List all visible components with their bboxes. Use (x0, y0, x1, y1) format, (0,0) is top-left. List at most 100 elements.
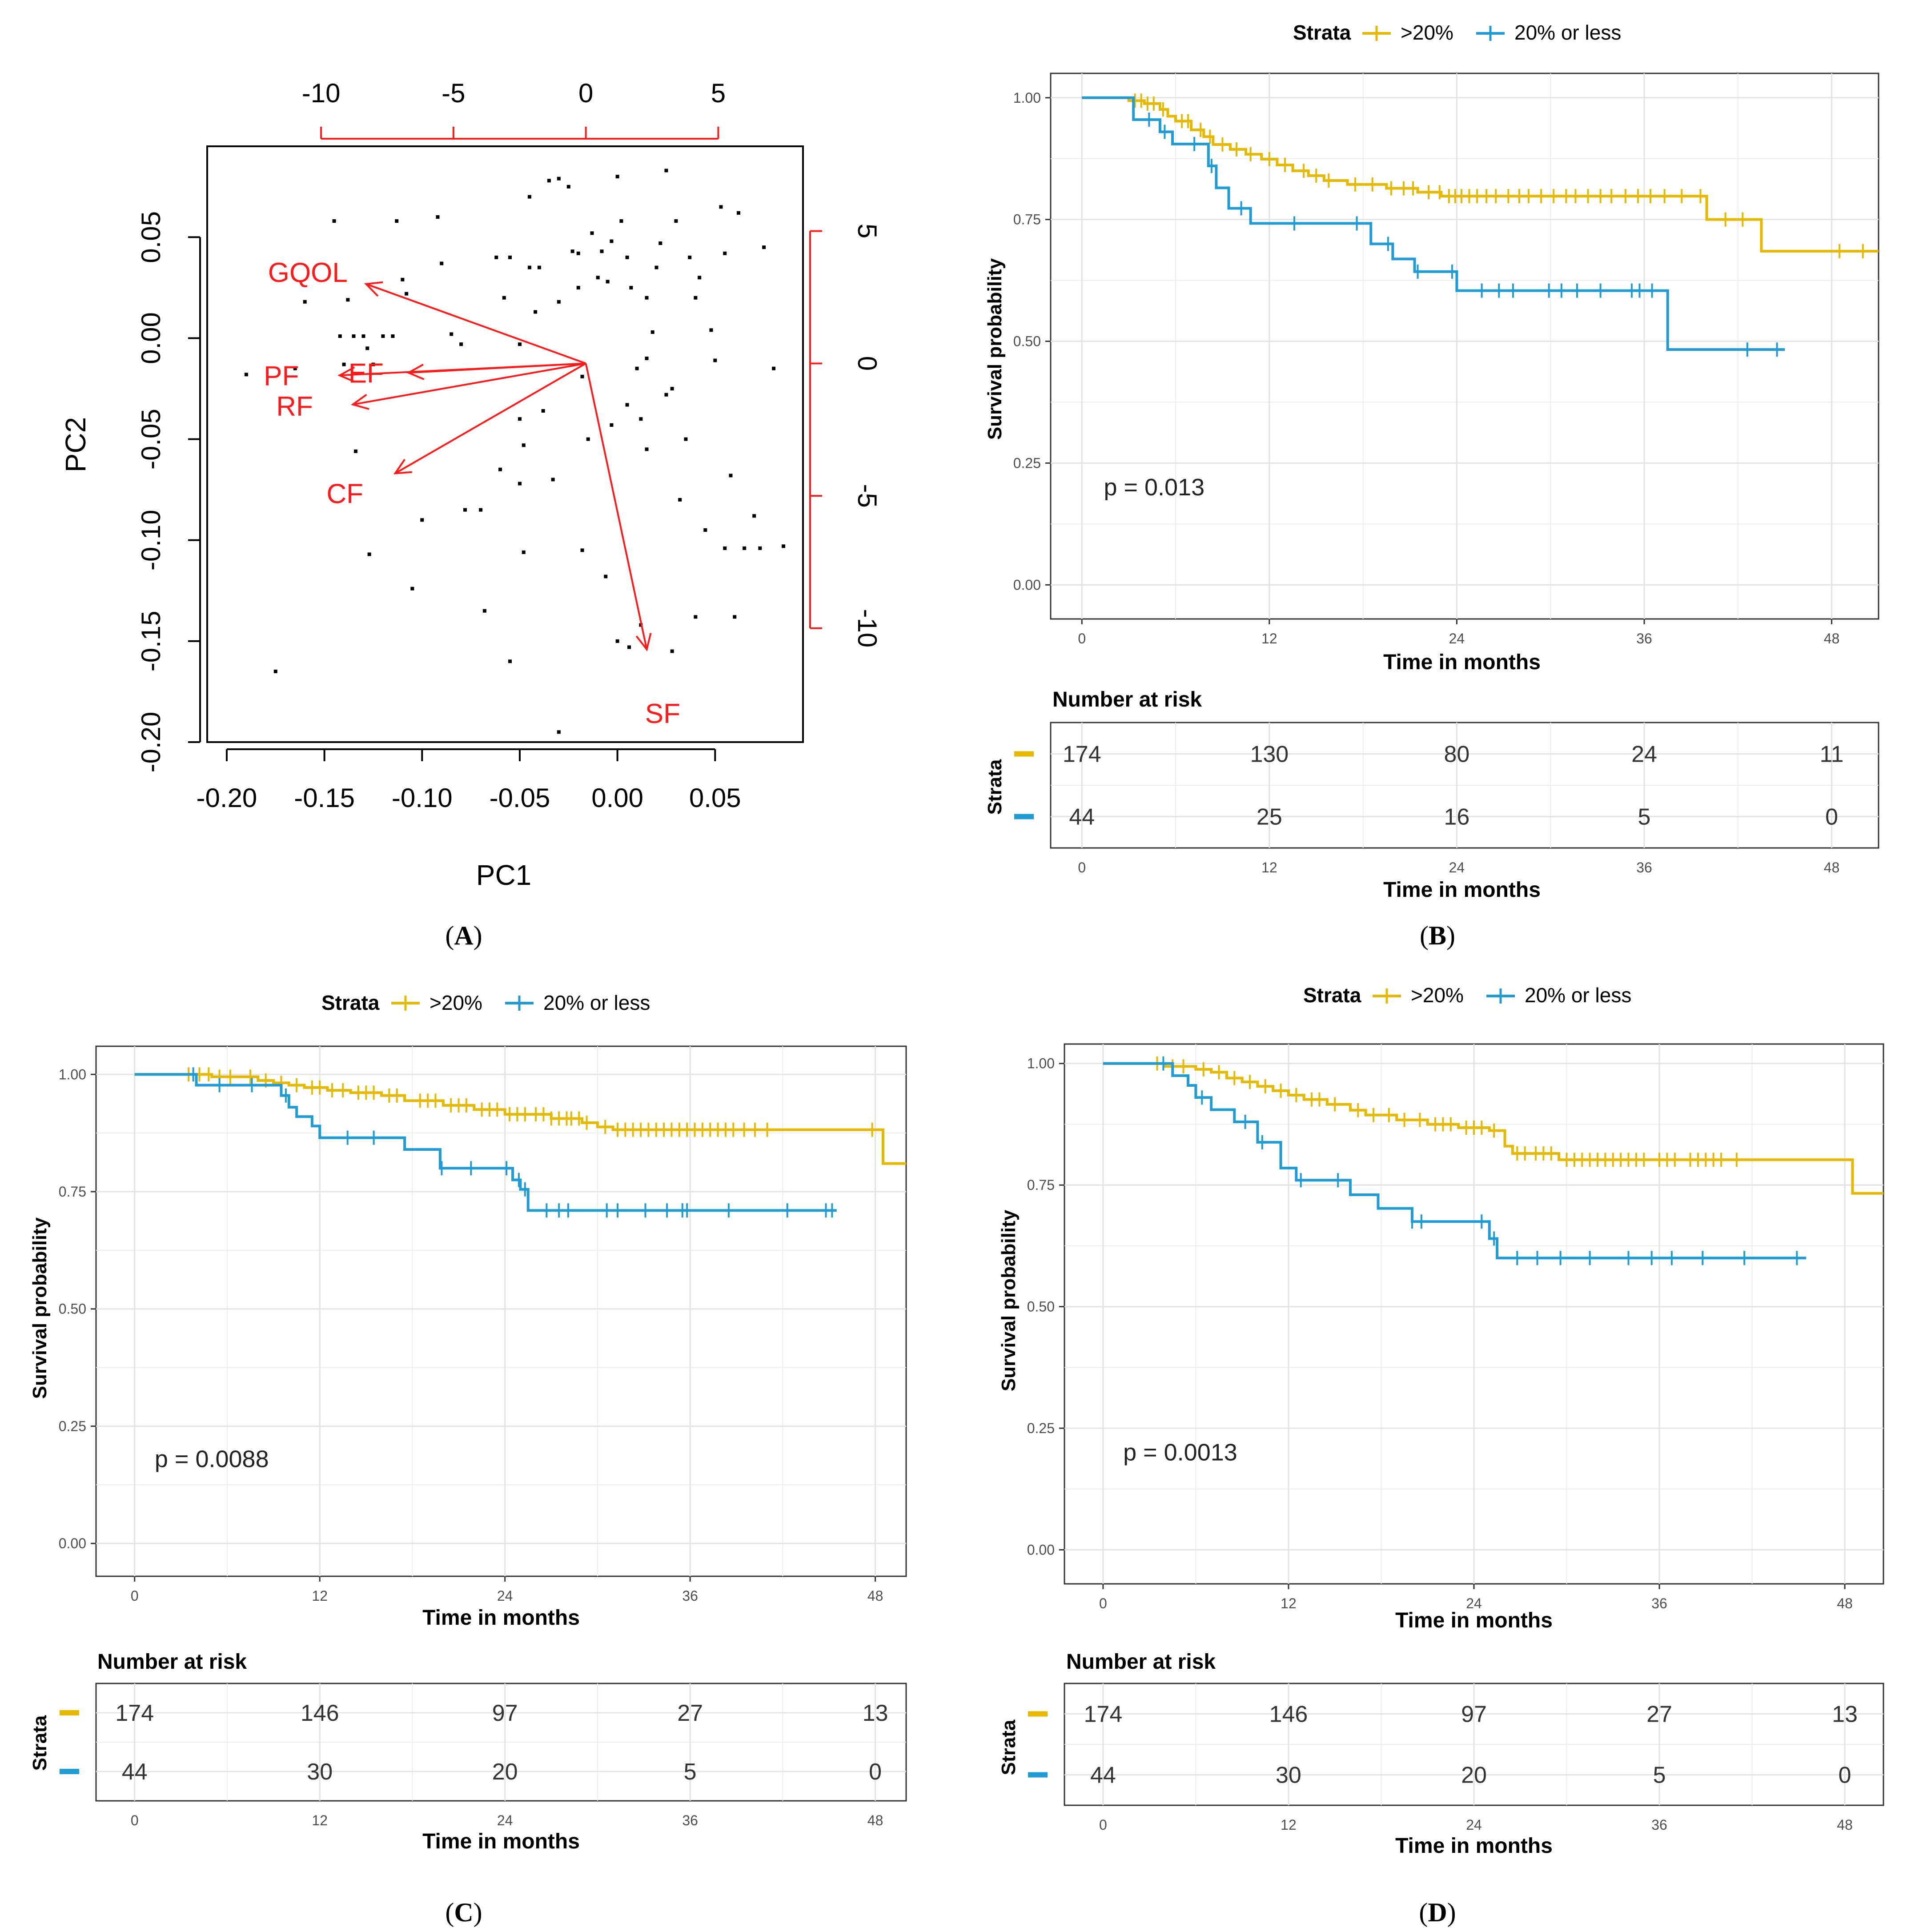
panel-label-d-letter: D (1428, 1898, 1447, 1927)
svg-text:(C): (C) (445, 1898, 482, 1927)
data-point (670, 387, 674, 391)
km-plot: 0 12 24 36 48 0.00 0.25 0.50 0.75 1.00 p = 0.0088 (59, 1045, 907, 1604)
data-point (367, 552, 371, 556)
data-point (629, 285, 633, 289)
risk-count: 30 (307, 1759, 333, 1785)
data-point (482, 609, 486, 613)
risk-x-tick-label: 36 (1651, 1817, 1667, 1833)
biplot-bottom-axis: -0.20 -0.15 -0.10 -0.05 0.00 0.05 (197, 748, 741, 813)
risk-strata-label: Strata (998, 1719, 1020, 1775)
biplot-top-axis: -10 -5 0 5 (302, 78, 726, 140)
loading-label: RF (276, 391, 313, 422)
biplot-y-label: PC2 (60, 417, 92, 473)
x-tick-label: -0.10 (392, 783, 453, 813)
data-point (405, 292, 409, 296)
data-point (619, 219, 623, 223)
data-point (625, 403, 629, 407)
data-point (508, 659, 512, 663)
risk-x-tick-label: 12 (1281, 1817, 1297, 1833)
x-tick-label: 24 (1449, 631, 1465, 647)
p-value: p = 0.0088 (155, 1446, 269, 1472)
risk-count: 174 (1063, 742, 1101, 767)
data-point (694, 296, 698, 300)
y-tick-label: 0.75 (59, 1184, 86, 1200)
data-point (772, 366, 776, 370)
risk-count: 44 (1090, 1763, 1116, 1788)
y-tick-label: 0.00 (59, 1535, 86, 1551)
data-point (694, 615, 698, 619)
loading-arrow-cf (394, 362, 586, 474)
data-point (557, 300, 561, 304)
data-point (758, 546, 762, 550)
p-value: p = 0.0013 (1123, 1439, 1237, 1466)
y-tick-label: 0.00 (1013, 577, 1041, 593)
data-point (352, 334, 356, 338)
data-point (664, 169, 668, 173)
data-point (244, 373, 248, 377)
data-point (361, 334, 365, 338)
risk-count: 20 (1461, 1763, 1487, 1788)
x-tick-label: 24 (497, 1588, 513, 1604)
data-point (479, 508, 483, 512)
risk-strata-label: Strata (984, 759, 1006, 815)
x-tick-label: 36 (1636, 631, 1652, 647)
data-point (658, 241, 662, 245)
biplot-left-axis: -0.20 -0.15 -0.10 -0.05 0.00 0.05 (136, 211, 201, 772)
risk-count: 174 (1084, 1702, 1123, 1727)
data-point (752, 514, 756, 518)
risk-x-tick-label: 0 (1099, 1817, 1107, 1833)
x-tick-label: 48 (1824, 631, 1840, 647)
data-point (273, 670, 277, 674)
legend: Strata >20% 20% or less (1303, 984, 1631, 1007)
risk-count: 13 (863, 1700, 888, 1726)
risk-x-tick-label: 12 (312, 1812, 328, 1828)
legend-title: Strata (1303, 984, 1361, 1007)
data-point (459, 342, 463, 346)
km-plot: 0 12 24 36 48 0.00 0.25 0.50 0.75 1.00 p = 0.0013 (1027, 1043, 1884, 1611)
data-point (596, 276, 600, 280)
y-tick-label: 0.05 (136, 211, 166, 263)
risk-table: 0 12 24 36 48 174 130 80 24 11 44 25 16 5 0 (1014, 722, 1879, 876)
risk-row-swatch (1028, 1711, 1048, 1717)
data-point (709, 328, 713, 332)
panel-label-c-letter: C (454, 1898, 473, 1927)
panel-label-b: (B) (1420, 921, 1455, 950)
risk-count: 0 (1825, 804, 1838, 830)
data-point (498, 467, 502, 471)
data-point (688, 255, 692, 259)
right-tick-label: 0 (852, 356, 882, 371)
km-plot: 0 12 24 36 48 0.00 0.25 0.50 0.75 1.00 p = 0.013 (1013, 72, 1879, 647)
risk-count: 25 (1257, 804, 1282, 830)
risk-count: 130 (1250, 742, 1289, 767)
legend: Strata >20% 20% or less (321, 991, 650, 1014)
loading-label: SF (645, 699, 680, 729)
risk-count: 5 (684, 1759, 697, 1785)
x-tick-label: 0.05 (689, 783, 741, 813)
biplot-points (244, 169, 786, 734)
risk-strata-label: Strata (29, 1715, 51, 1771)
top-tick-label: -5 (442, 78, 465, 108)
loading-arrowhead (351, 394, 369, 410)
y-tick-label: 0.75 (1013, 212, 1041, 228)
km-curve-under20 (134, 1073, 837, 1212)
data-point (353, 449, 357, 453)
risk-count: 174 (115, 1700, 154, 1726)
x-axis-label: Time in months (1383, 651, 1541, 674)
data-point (698, 276, 702, 280)
risk-count: 5 (1653, 1763, 1666, 1788)
data-point (678, 498, 682, 502)
panel-d-km: Strata >20% 20% or less 0 12 24 36 48 0.00 0.2… (998, 984, 1884, 1858)
data-point (645, 447, 649, 451)
y-tick-label: 0.50 (1027, 1299, 1055, 1315)
top-tick-label: -10 (302, 78, 341, 108)
km-curve-over20 (134, 1073, 906, 1165)
loading-arrow-gqol (365, 283, 586, 365)
data-point (762, 245, 766, 249)
data-point (303, 300, 307, 304)
risk-x-tick-label: 24 (1466, 1817, 1482, 1833)
data-point (527, 195, 531, 199)
data-point (723, 251, 727, 255)
data-point (450, 332, 454, 336)
data-point (395, 219, 399, 223)
